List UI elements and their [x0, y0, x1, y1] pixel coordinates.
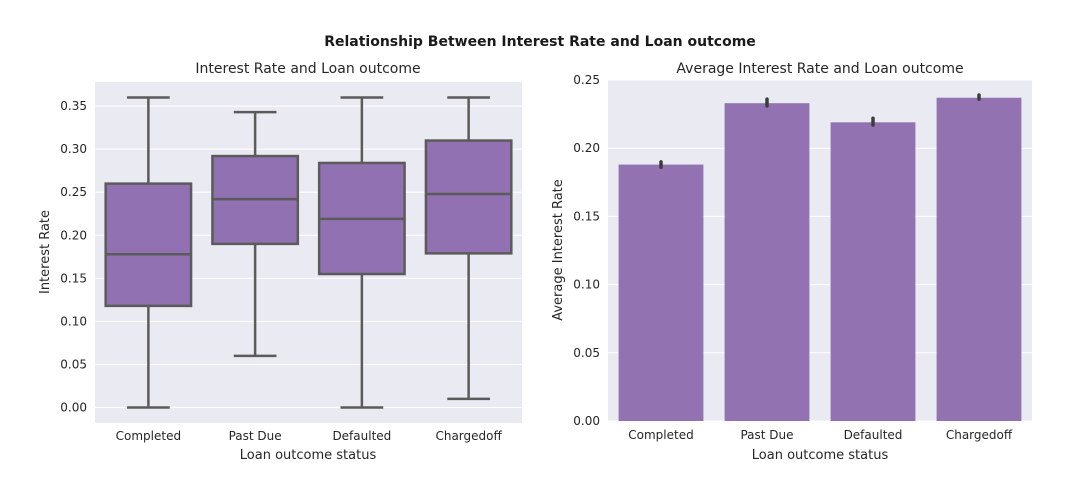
box-past-due — [211, 110, 300, 358]
box-defaulted — [317, 96, 406, 409]
barchart-x-tick-label: Defaulted — [844, 428, 903, 442]
boxplot-y-tick-label: 0.25 — [60, 185, 87, 199]
barchart-x-tick-label: Past Due — [740, 428, 793, 442]
boxplot-y-tick-label: 0.35 — [60, 99, 87, 113]
boxplot-y-tick-label: 0.00 — [60, 401, 87, 415]
barchart-y-ticks: 0.00 0.05 0.10 0.15 0.20 0.25 — [573, 73, 600, 428]
bar-completed — [618, 164, 704, 421]
barchart-x-tick-label: Completed — [628, 428, 693, 442]
barchart-y-tick-label: 0.15 — [573, 209, 600, 223]
boxplot-y-tick-label: 0.05 — [60, 357, 87, 371]
box-completed — [104, 96, 193, 409]
box-iqr — [104, 182, 193, 308]
boxplot-x-tick-label: Chargedoff — [435, 429, 502, 443]
barchart-x-ticks: Completed Past Due Defaulted Chargedoff — [628, 428, 1013, 442]
bar-defaulted — [830, 122, 916, 421]
boxplot-x-ticks: Completed Past Due Defaulted Chargedoff — [116, 429, 503, 443]
boxplot-y-tick-label: 0.30 — [60, 142, 87, 156]
barchart-x-tick-label: Chargedoff — [946, 428, 1013, 442]
barchart-y-axis-label: Average Interest Rate — [551, 179, 566, 321]
barchart-y-tick-label: 0.05 — [573, 346, 600, 360]
barchart-bars — [618, 93, 1022, 422]
barchart-y-tick-label: 0.20 — [573, 141, 600, 155]
boxplot-x-tick-label: Completed — [116, 429, 181, 443]
boxplot-y-axis-label: Interest Rate — [38, 210, 53, 294]
boxplot-title: Interest Rate and Loan outcome — [195, 61, 420, 77]
barchart-y-tick-label: 0.25 — [573, 73, 600, 87]
boxplot-y-ticks: 0.00 0.05 0.10 0.15 0.20 0.25 0.30 0.35 — [60, 99, 87, 414]
figure-suptitle: Relationship Between Interest Rate and L… — [324, 34, 756, 50]
barchart-y-tick-label: 0.00 — [573, 414, 600, 428]
boxplot-x-tick-label: Defaulted — [332, 429, 391, 443]
barchart-y-tick-label: 0.10 — [573, 278, 600, 292]
boxplot-boxes — [104, 96, 513, 409]
box-chargedoff — [424, 96, 513, 401]
boxplot-x-tick-label: Past Due — [229, 429, 282, 443]
bar-past-due — [724, 103, 810, 422]
box-iqr — [424, 139, 513, 255]
barchart-panel: 0.00 0.05 0.10 0.15 0.20 0.25 Completed Past D… — [551, 61, 1032, 463]
boxplot-y-tick-label: 0.15 — [60, 271, 87, 285]
boxplot-x-axis-label: Loan outcome status — [240, 448, 377, 463]
boxplot-y-tick-label: 0.20 — [60, 228, 87, 242]
barchart-title: Average Interest Rate and Loan outcome — [676, 61, 963, 77]
barchart-x-axis-label: Loan outcome status — [752, 448, 889, 463]
boxplot-y-tick-label: 0.10 — [60, 314, 87, 328]
bar-chargedoff — [936, 97, 1022, 422]
boxplot-panel: 0.00 0.05 0.10 0.15 0.20 0.25 0.30 0.35 Complet… — [38, 61, 522, 463]
